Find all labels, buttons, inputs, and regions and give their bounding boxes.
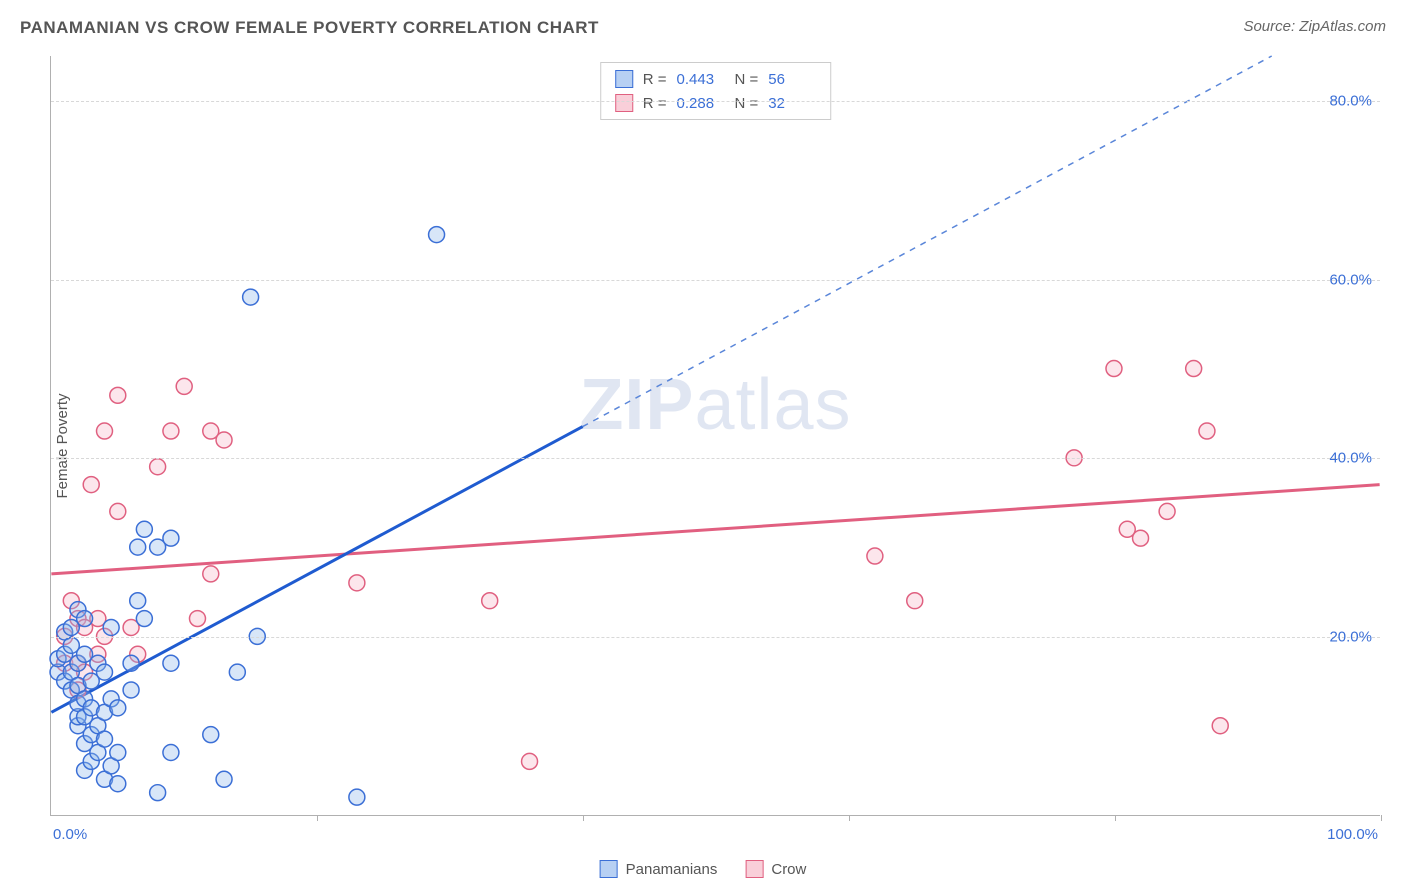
- data-point: [229, 664, 245, 680]
- data-point: [429, 227, 445, 243]
- data-point: [110, 745, 126, 761]
- x-axis-max-label: 100.0%: [1327, 826, 1378, 843]
- legend-row-crow: R = 0.288 N = 32: [615, 91, 817, 115]
- plot-area: ZIPatlas R = 0.443 N = 56 R = 0.288 N = …: [50, 56, 1380, 816]
- swatch-panamanians: [615, 70, 633, 88]
- y-tick-label: 60.0%: [1329, 271, 1372, 288]
- data-point: [522, 753, 538, 769]
- data-point: [907, 593, 923, 609]
- data-point: [97, 664, 113, 680]
- data-point: [110, 503, 126, 519]
- data-point: [163, 745, 179, 761]
- data-point: [1159, 503, 1175, 519]
- chart-container: PANAMANIAN VS CROW FEMALE POVERTY CORREL…: [0, 0, 1406, 892]
- legend-item-panamanians: Panamanians: [600, 860, 718, 878]
- data-point: [1212, 718, 1228, 734]
- data-point: [103, 619, 119, 635]
- data-point: [216, 432, 232, 448]
- header: PANAMANIAN VS CROW FEMALE POVERTY CORREL…: [20, 18, 1386, 48]
- data-point: [176, 378, 192, 394]
- swatch-crow: [615, 94, 633, 112]
- x-axis-min-label: 0.0%: [53, 826, 87, 843]
- y-tick-label: 20.0%: [1329, 629, 1372, 646]
- r-value-crow: 0.288: [677, 95, 725, 112]
- data-point: [123, 682, 139, 698]
- data-point: [163, 530, 179, 546]
- data-point: [136, 521, 152, 537]
- legend-label-crow: Crow: [771, 861, 806, 878]
- x-tick-mark: [583, 815, 584, 821]
- data-point: [163, 423, 179, 439]
- data-point: [349, 575, 365, 591]
- grid-line: [51, 280, 1380, 281]
- x-tick-mark: [1115, 815, 1116, 821]
- legend-series: Panamanians Crow: [600, 860, 807, 878]
- n-label: N =: [735, 95, 759, 112]
- grid-line: [51, 458, 1380, 459]
- swatch-crow: [745, 860, 763, 878]
- data-point: [243, 289, 259, 305]
- data-point: [150, 785, 166, 801]
- data-point: [189, 611, 205, 627]
- x-tick-mark: [317, 815, 318, 821]
- data-point: [110, 387, 126, 403]
- n-label: N =: [735, 71, 759, 88]
- x-tick-mark: [1381, 815, 1382, 821]
- y-tick-label: 80.0%: [1329, 92, 1372, 109]
- y-tick-label: 40.0%: [1329, 450, 1372, 467]
- data-point: [482, 593, 498, 609]
- r-label: R =: [643, 71, 667, 88]
- chart-title: PANAMANIAN VS CROW FEMALE POVERTY CORREL…: [20, 18, 599, 37]
- x-tick-mark: [849, 815, 850, 821]
- data-point: [110, 776, 126, 792]
- data-point: [1199, 423, 1215, 439]
- legend-correlation: R = 0.443 N = 56 R = 0.288 N = 32: [600, 62, 832, 120]
- legend-row-panamanians: R = 0.443 N = 56: [615, 67, 817, 91]
- data-point: [1133, 530, 1149, 546]
- source-label: Source: ZipAtlas.com: [1243, 18, 1386, 35]
- legend-label-panamanians: Panamanians: [626, 861, 718, 878]
- data-point: [136, 611, 152, 627]
- legend-item-crow: Crow: [745, 860, 806, 878]
- swatch-panamanians: [600, 860, 618, 878]
- data-point: [1186, 361, 1202, 377]
- data-point: [203, 727, 219, 743]
- r-label: R =: [643, 95, 667, 112]
- chart-svg: [51, 56, 1380, 815]
- data-point: [83, 477, 99, 493]
- data-point: [867, 548, 883, 564]
- data-point: [150, 459, 166, 475]
- data-point: [349, 789, 365, 805]
- data-point: [163, 655, 179, 671]
- n-value-crow: 32: [768, 95, 816, 112]
- data-point: [97, 731, 113, 747]
- n-value-panamanians: 56: [768, 71, 816, 88]
- data-point: [97, 423, 113, 439]
- grid-line: [51, 637, 1380, 638]
- data-point: [130, 539, 146, 555]
- data-point: [1106, 361, 1122, 377]
- data-point: [203, 566, 219, 582]
- trend-line: [51, 485, 1379, 574]
- data-point: [130, 593, 146, 609]
- grid-line: [51, 101, 1380, 102]
- r-value-panamanians: 0.443: [677, 71, 725, 88]
- data-point: [123, 655, 139, 671]
- data-point: [110, 700, 126, 716]
- data-point: [77, 611, 93, 627]
- data-point: [216, 771, 232, 787]
